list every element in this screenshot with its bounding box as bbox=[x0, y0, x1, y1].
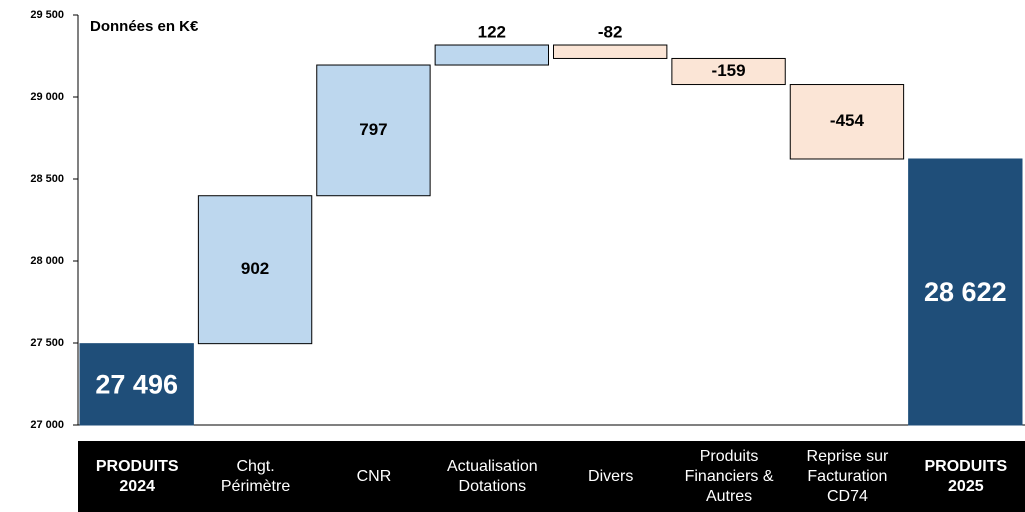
total-bar bbox=[79, 343, 194, 426]
category-label: Produits Financiers & Autres bbox=[684, 447, 774, 505]
value-label: 797 bbox=[359, 120, 387, 139]
y-tick-label: 27 500 bbox=[30, 337, 64, 349]
value-label: 27 496 bbox=[95, 369, 178, 399]
value-label: -454 bbox=[830, 111, 865, 130]
total-bar bbox=[908, 158, 1023, 426]
category-label: Actualisation Dotations bbox=[446, 457, 538, 495]
y-tick-label: 28 500 bbox=[30, 173, 64, 185]
category-label: Chgt. Périmètre bbox=[220, 457, 291, 495]
value-label: -159 bbox=[712, 61, 746, 80]
delta-bar bbox=[789, 84, 905, 160]
delta-bar bbox=[316, 64, 431, 197]
category-label: CNR bbox=[356, 467, 392, 485]
y-tick-label: 28 000 bbox=[30, 255, 64, 267]
delta-bar bbox=[434, 44, 549, 66]
delta-bar bbox=[553, 44, 668, 59]
category-label: PRODUITS 2024 bbox=[95, 457, 179, 495]
chart: Données en K€ 27 000 27 500 28 000 28 500 29… bbox=[30, 9, 1025, 431]
category-band: PRODUITS 2024 Chgt. Périmètre CNR Actualisa… bbox=[78, 441, 1025, 512]
value-label: 902 bbox=[241, 259, 269, 278]
category-label: Reprise sur Facturation CD74 bbox=[806, 447, 889, 505]
y-tick-label: 29 000 bbox=[30, 91, 64, 103]
y-tick-label: 27 000 bbox=[30, 419, 64, 431]
value-label: 28 622 bbox=[924, 277, 1007, 307]
category-label: PRODUITS 2025 bbox=[924, 457, 1008, 495]
annotation: Données en K€ bbox=[90, 18, 199, 35]
delta-bar bbox=[197, 195, 313, 345]
y-tick-label: 29 500 bbox=[30, 9, 64, 21]
value-label: -82 bbox=[598, 22, 623, 41]
delta-bar bbox=[671, 57, 786, 86]
value-label: 122 bbox=[478, 22, 506, 41]
category-label: Divers bbox=[588, 467, 634, 485]
